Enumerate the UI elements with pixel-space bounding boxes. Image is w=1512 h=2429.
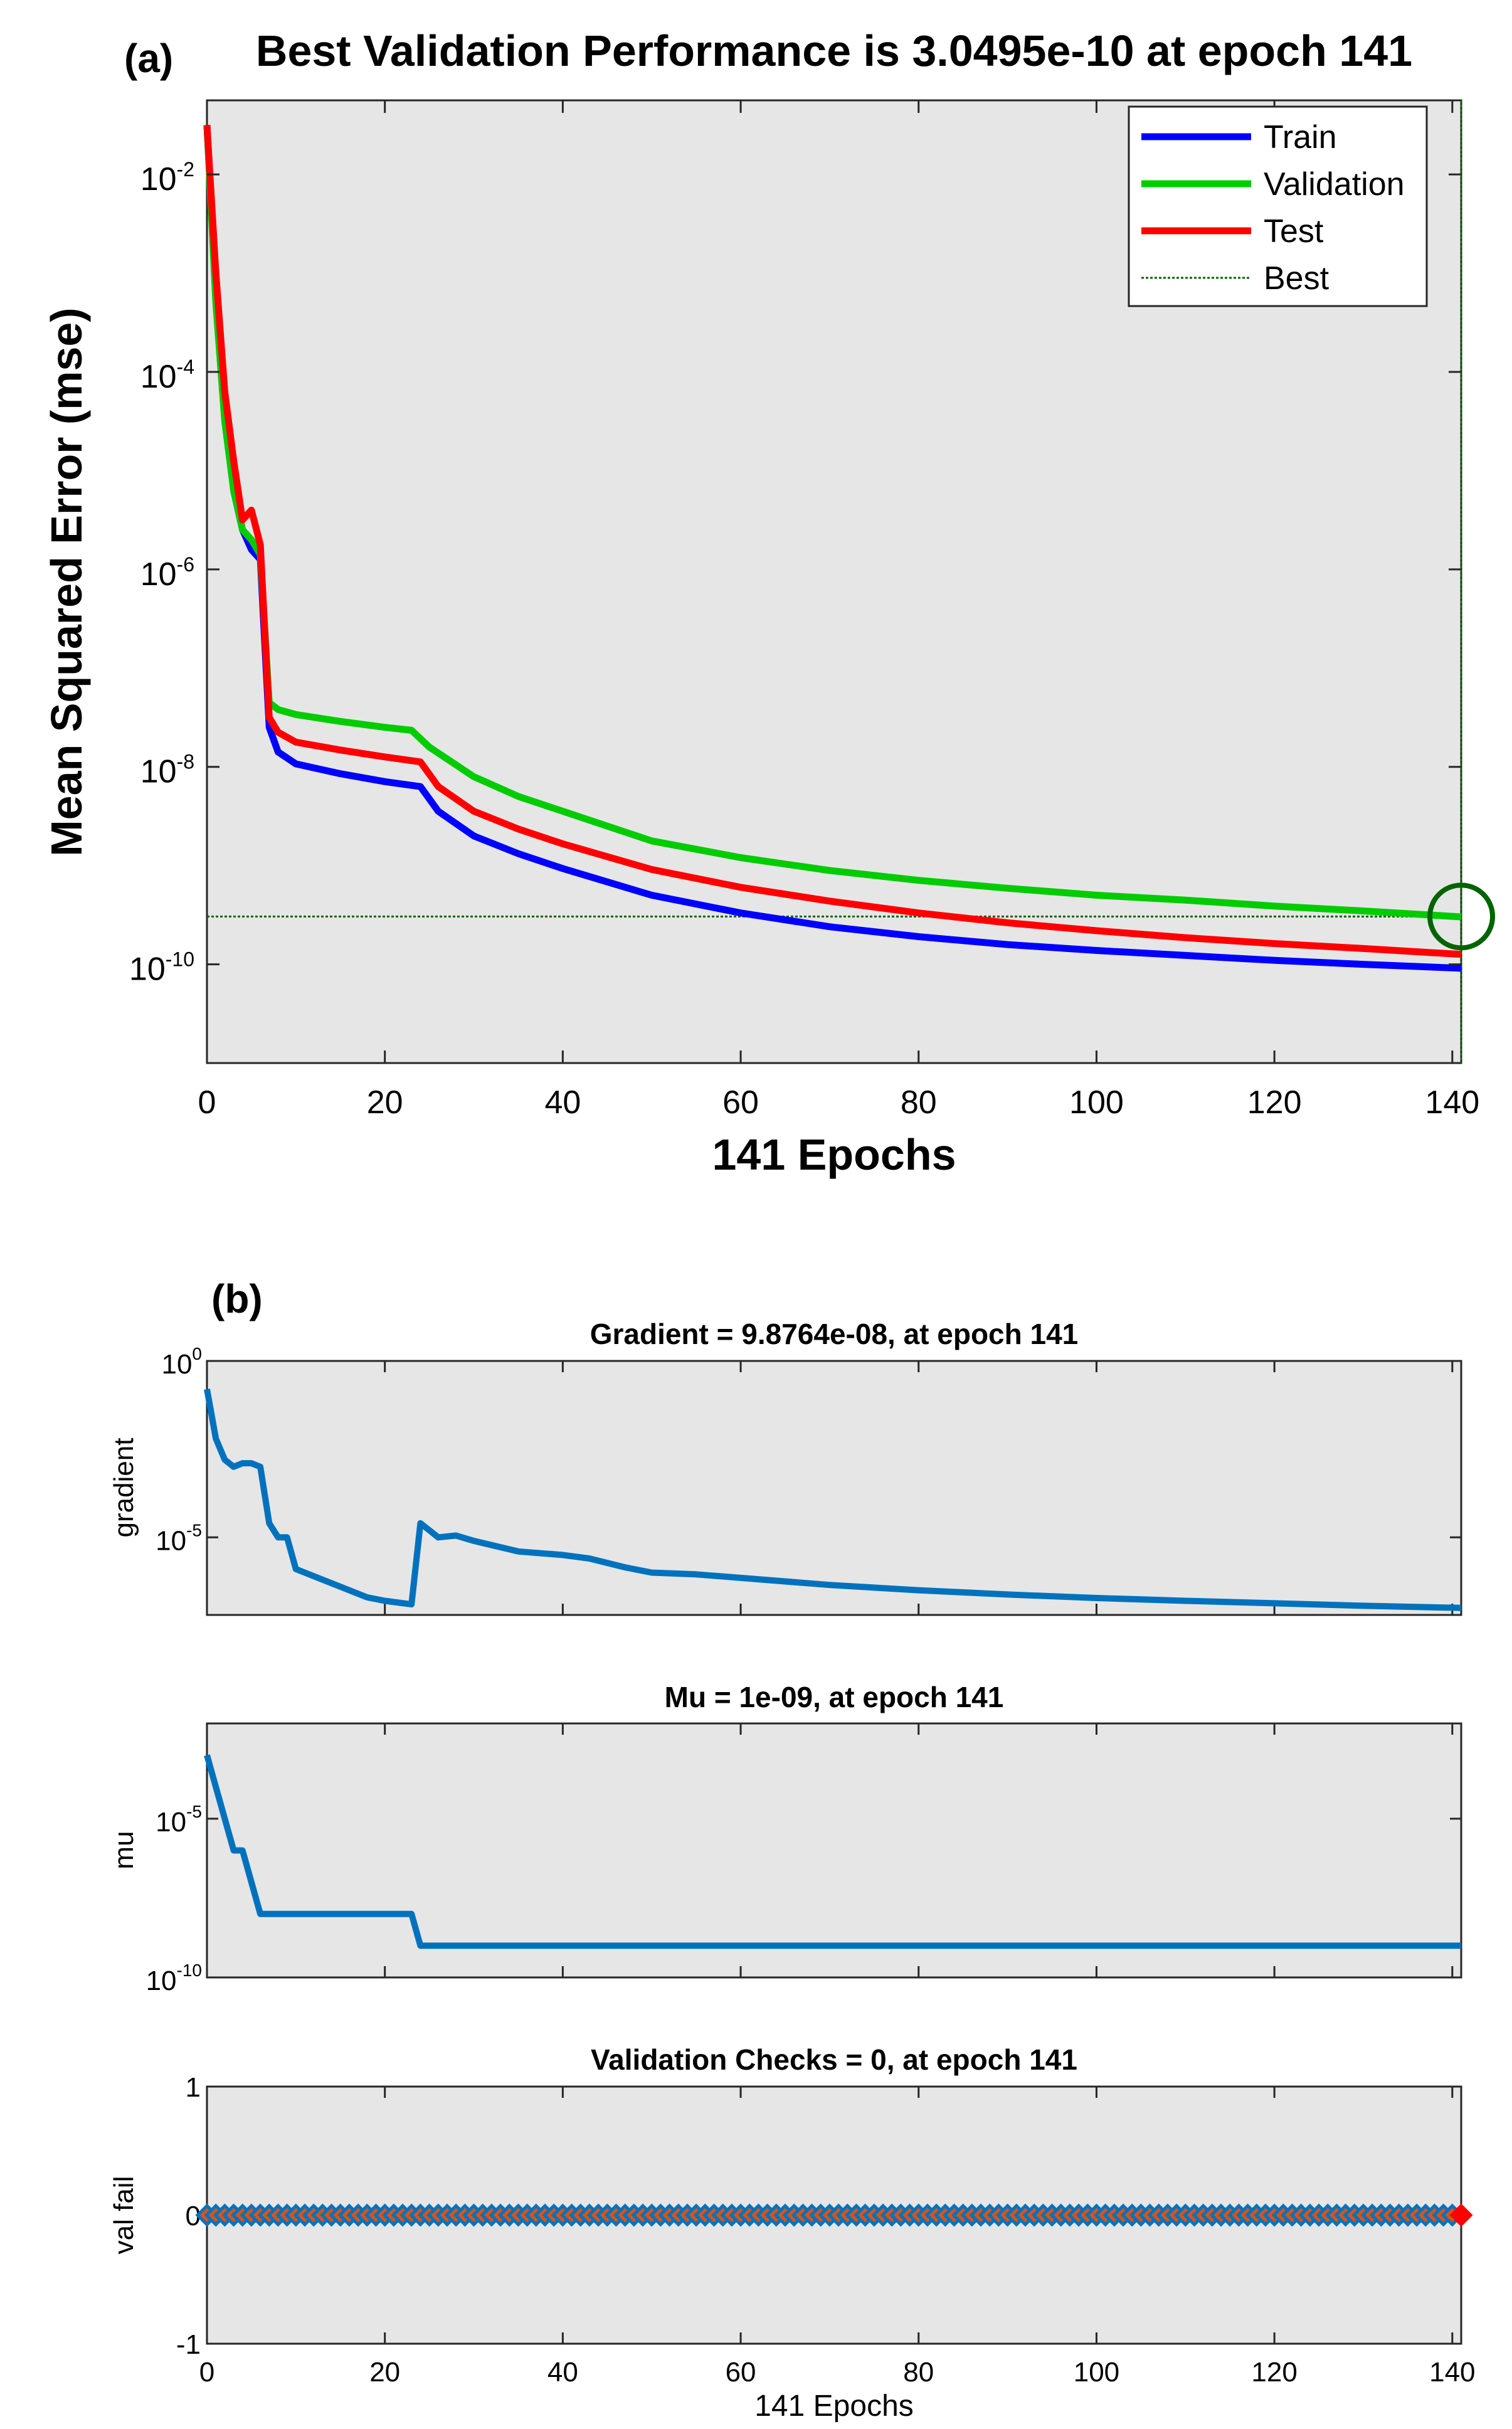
- gradient-series-line: [204, 1389, 1462, 1611]
- best-marker-circle: [1427, 882, 1495, 951]
- legend-validation-label: Validation: [1264, 166, 1405, 203]
- panel-label-a: (a): [124, 36, 173, 81]
- valfail-title: Validation Checks = 0, at epoch 141: [591, 2043, 1077, 2076]
- mu-plot-area: [206, 1722, 1462, 1979]
- x-tick-label: 20: [367, 1084, 403, 1121]
- x-tick-label: 0: [198, 1084, 216, 1121]
- valfail-x-label: 141 Epochs: [754, 2389, 914, 2423]
- mu-title: Mu = 1e-09, at epoch 141: [665, 1681, 1004, 1713]
- valfail-ticks: 0 20 40 60 80 100 120 140-101: [176, 2072, 1476, 2388]
- mu-chart: Mu = 1e-09, at epoch 141 10-10 10-5 mu: [108, 1681, 1462, 1996]
- valfail-marker: [1449, 2203, 1473, 2227]
- y-tick-label: 10-10: [146, 1961, 202, 1996]
- mu-series-line: [204, 1754, 1461, 1949]
- panel-label-b: (b): [211, 1276, 263, 1321]
- performance-y-ticks: 10-10 10-8 10-6 10-4 10-2: [129, 158, 1461, 988]
- performance-chart: 0 20 40 60 80 100 120 140 10-10 10-8 10-6 10-4 10-2…: [42, 26, 1495, 1179]
- x-tick-label: 140: [1425, 1084, 1479, 1121]
- performance-y-label: Mean Squared Error (mse): [42, 307, 91, 856]
- y-tick-label: 10-10: [129, 948, 194, 988]
- gradient-y-label: gradient: [108, 1437, 139, 1537]
- valfail-markers: [195, 2203, 1473, 2227]
- x-tick-label: 40: [544, 1084, 581, 1121]
- gradient-chart: (b) Gradient = 9.8764e-08, at epoch 141 …: [108, 1276, 1462, 1616]
- legend-best-label: Best: [1264, 260, 1330, 297]
- performance-lines: [203, 100, 1495, 1063]
- series-test-line: [203, 125, 1462, 958]
- x-tick-label: 40: [547, 2357, 578, 2388]
- y-tick-label: 100: [161, 1344, 202, 1380]
- x-tick-label: 100: [1069, 1084, 1124, 1121]
- performance-x-ticks: 0 20 40 60 80 100 120 140: [198, 100, 1479, 1121]
- mu-y-label: mu: [108, 1831, 139, 1869]
- y-tick-label: 10-6: [140, 553, 194, 593]
- legend-train-label: Train: [1264, 119, 1337, 156]
- x-tick-label: 60: [726, 2357, 756, 2388]
- gradient-line: [204, 1389, 1462, 1611]
- y-tick-label: -1: [176, 2329, 201, 2360]
- gradient-title: Gradient = 9.8764e-08, at epoch 141: [590, 1318, 1079, 1350]
- x-tick-label: 100: [1074, 2357, 1119, 2388]
- y-tick-label: 10-2: [140, 158, 194, 198]
- x-tick-label: 140: [1429, 2357, 1475, 2388]
- performance-x-label: 141 Epochs: [712, 1130, 956, 1179]
- x-tick-label: 80: [903, 2357, 934, 2388]
- performance-title: Best Validation Performance is 3.0495e-1…: [256, 26, 1412, 75]
- y-tick-label: 10-4: [140, 356, 194, 395]
- gradient-plot-area: [206, 1360, 1462, 1616]
- y-tick-label: 10-5: [156, 1520, 202, 1556]
- valfail-y-label: val fail: [108, 2176, 139, 2255]
- mu-ticks: 10-10 10-5: [146, 1723, 1461, 1996]
- series-validation-line: [203, 125, 1462, 921]
- y-tick-label: 1: [186, 2072, 201, 2103]
- x-tick-label: 80: [901, 1084, 937, 1121]
- performance-legend: Train Validation Test Best: [1128, 105, 1428, 307]
- y-tick-label: 10-8: [140, 751, 194, 790]
- validation-checks-chart: Validation Checks = 0, at epoch 141 0 20 4…: [108, 2043, 1476, 2423]
- x-tick-label: 120: [1251, 2357, 1297, 2388]
- mu-line: [204, 1754, 1461, 1949]
- x-tick-label: 20: [369, 2357, 400, 2388]
- x-tick-label: 60: [722, 1084, 759, 1121]
- x-tick-label: 0: [199, 2357, 214, 2388]
- gradient-ticks: 10-5 100: [156, 1344, 1461, 1615]
- x-tick-label: 120: [1247, 1084, 1302, 1121]
- y-tick-label: 10-5: [156, 1802, 202, 1838]
- legend-test-label: Test: [1264, 213, 1324, 250]
